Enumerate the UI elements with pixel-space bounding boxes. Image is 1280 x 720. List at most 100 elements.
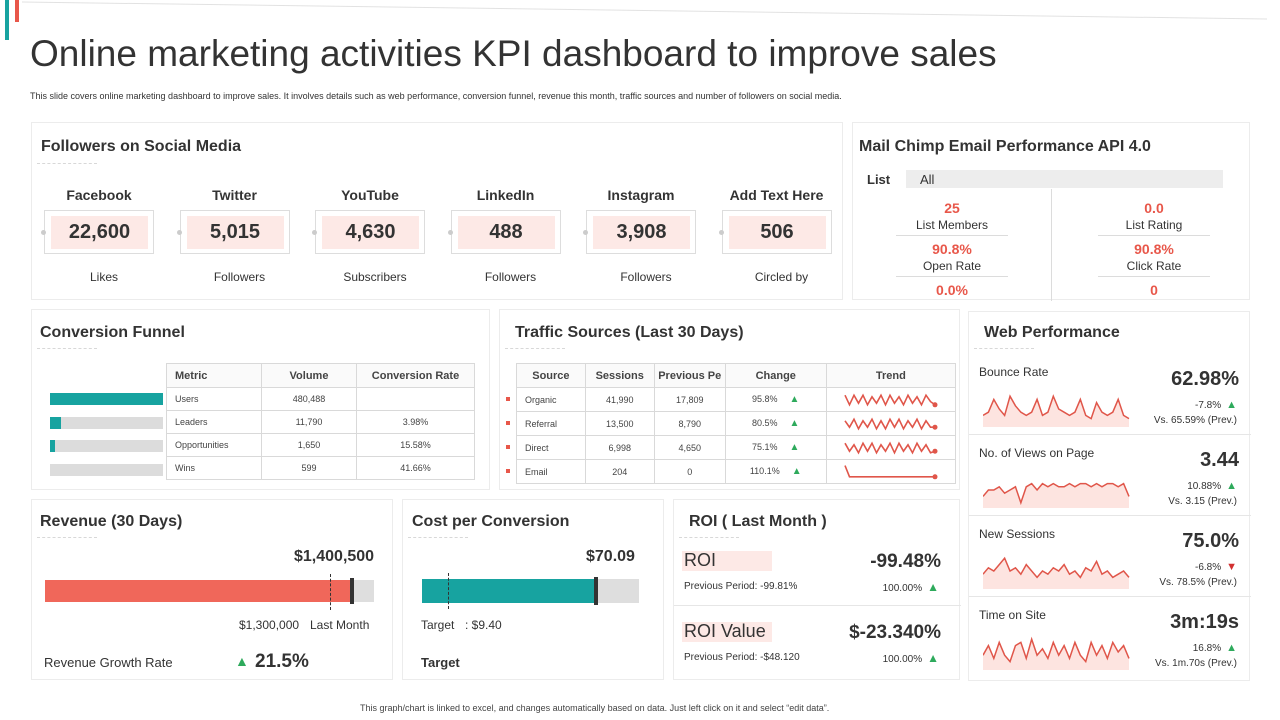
- web-trend-sparkline: [983, 636, 1130, 670]
- web-trend-line: [983, 556, 1130, 579]
- social-metric-label: Subscribers: [343, 270, 407, 284]
- traffic-row: Direct 6,998 4,650 75.1% ▲: [516, 435, 957, 460]
- social-box-dot: [176, 230, 182, 235]
- traffic-change-cell: 95.8% ▲: [724, 387, 827, 412]
- traffic-title-underline: [505, 348, 565, 349]
- traffic-title: Traffic Sources (Last 30 Days): [515, 324, 744, 341]
- revenue-card: Revenue (30 Days) $1,400,500 $1,300,000 …: [31, 499, 393, 680]
- funnel-row: Wins 599 41.66%: [166, 456, 475, 480]
- roi-pct: 100.00%: [882, 654, 923, 665]
- up-arrow-icon: ▲: [1226, 642, 1237, 654]
- accent-bar-red: [15, 0, 19, 22]
- up-arrow-icon: ▲: [789, 418, 800, 429]
- list-select[interactable]: All: [906, 170, 1223, 188]
- revenue-growth-label: Revenue Growth Rate: [44, 655, 173, 670]
- cost-bar-fill: [422, 579, 596, 603]
- traffic-trend-sparkline: [844, 464, 938, 479]
- roi-pct-row: 100.00% ▲: [883, 651, 939, 665]
- traffic-trend-sparkline: [844, 440, 938, 455]
- funnel-volume: 599: [261, 456, 357, 480]
- traffic-previous: 4,650: [653, 435, 726, 460]
- page-title: Online marketing activities KPI dashboar…: [30, 33, 997, 74]
- traffic-row-marker: [506, 397, 510, 401]
- funnel-metric: Opportunities: [166, 433, 262, 457]
- traffic-trend-sparkline: [844, 392, 938, 407]
- cost-bar-end-marker: [593, 577, 598, 605]
- web-metric-value: 3.44: [1200, 449, 1239, 471]
- web-metric-value: 75.0%: [1182, 530, 1239, 552]
- traffic-trend-end-dot: [932, 473, 938, 479]
- traffic-trend-line: [844, 464, 935, 478]
- traffic-change: 95.8%: [752, 394, 778, 404]
- funnel-metric: Wins: [166, 456, 262, 480]
- web-title: Web Performance: [984, 324, 1120, 341]
- funnel-title-underline: [37, 348, 97, 349]
- traffic-col-header: Trend: [825, 363, 957, 388]
- web-divider: [969, 434, 1251, 435]
- traffic-row-marker: [506, 421, 510, 425]
- web-divider: [969, 515, 1251, 516]
- web-metric-change-row: 10.88% ▲: [1187, 480, 1237, 492]
- funnel-bar-track: [50, 440, 163, 452]
- traffic-previous: 0: [653, 459, 726, 484]
- roi-label-bg: [682, 551, 772, 571]
- traffic-trend-cell: [825, 411, 957, 436]
- social-box-dot: [41, 230, 46, 235]
- social-platform-label: Instagram: [607, 187, 675, 203]
- web-metric-change: 10.88%: [1187, 481, 1222, 492]
- funnel-col-header: Conversion Rate: [356, 363, 475, 388]
- funnel-rate: 41.66%: [356, 456, 475, 480]
- list-label: List: [867, 172, 891, 187]
- social-metric-label: Followers: [620, 270, 672, 284]
- social-value-box: 506: [718, 210, 832, 254]
- cost-value: $70.09: [586, 548, 635, 565]
- social-card: Followers on Social Media Facebook 22,600…: [31, 122, 843, 300]
- funnel-row: Users 480,488: [166, 387, 475, 411]
- social-value-box: 4,630: [312, 210, 425, 254]
- cost-target-value: : $9.40: [465, 618, 502, 632]
- up-arrow-icon: ▲: [789, 442, 800, 453]
- web-trend-line: [983, 482, 1130, 506]
- social-value: 3,908: [593, 216, 690, 249]
- up-arrow-icon: ▲: [791, 466, 802, 477]
- web-metric-prev: Vs. 65.59% (Prev.): [1153, 415, 1237, 426]
- traffic-trend-line: [844, 440, 936, 455]
- funnel-table: Metric Volume Conversion Rate Users 480,488…: [166, 363, 475, 480]
- traffic-trend-sparkline: [844, 416, 938, 431]
- web-title-underline: [974, 348, 1034, 349]
- revenue-growth-value: 21.5%: [255, 651, 309, 672]
- mc-rule: [896, 235, 1008, 236]
- mc-rule: [896, 276, 1008, 277]
- funnel-metric: Leaders: [166, 410, 262, 434]
- web-metric-change: -6.8%: [1194, 562, 1222, 573]
- web-metric-label: Time on Site: [979, 608, 1046, 622]
- traffic-row: Organic 41,990 17,809 95.8% ▲: [516, 387, 957, 412]
- social-value: 22,600: [51, 216, 148, 249]
- social-title: Followers on Social Media: [41, 138, 242, 155]
- funnel-rate: 15.58%: [356, 433, 475, 457]
- up-arrow-icon: ▲: [1226, 399, 1237, 411]
- roi-title-underline: [679, 537, 739, 538]
- traffic-trend-line: [844, 416, 935, 431]
- social-metric-label: Likes: [89, 270, 118, 284]
- revenue-last-month-label: Last Month: [310, 618, 370, 632]
- traffic-row-marker: [506, 469, 510, 473]
- traffic-change: 80.5%: [752, 418, 778, 428]
- traffic-change-cell: 80.5% ▲: [724, 411, 827, 436]
- up-arrow-icon: ▲: [927, 651, 939, 665]
- funnel-bar-track: [50, 463, 163, 476]
- funnel-row: Leaders 11,790 3.98%: [166, 410, 475, 434]
- social-metric-label: Followers: [213, 270, 266, 284]
- web-metric-value: 62.98%: [1171, 368, 1239, 390]
- web-metric-change: -7.8%: [1194, 400, 1222, 411]
- mc-left-value: 90.8%: [932, 241, 972, 257]
- traffic-source: Referral: [516, 411, 586, 436]
- web-trend-area: [983, 396, 1129, 427]
- funnel-col-header: Metric: [166, 363, 262, 388]
- traffic-col-header: Sessions: [584, 363, 655, 388]
- mc-right-value: 0: [1150, 282, 1158, 298]
- traffic-sessions: 13,500: [584, 411, 655, 436]
- funnel-bar-fill: [50, 393, 163, 405]
- funnel-title: Conversion Funnel: [40, 324, 185, 341]
- social-box-dot: [718, 230, 724, 235]
